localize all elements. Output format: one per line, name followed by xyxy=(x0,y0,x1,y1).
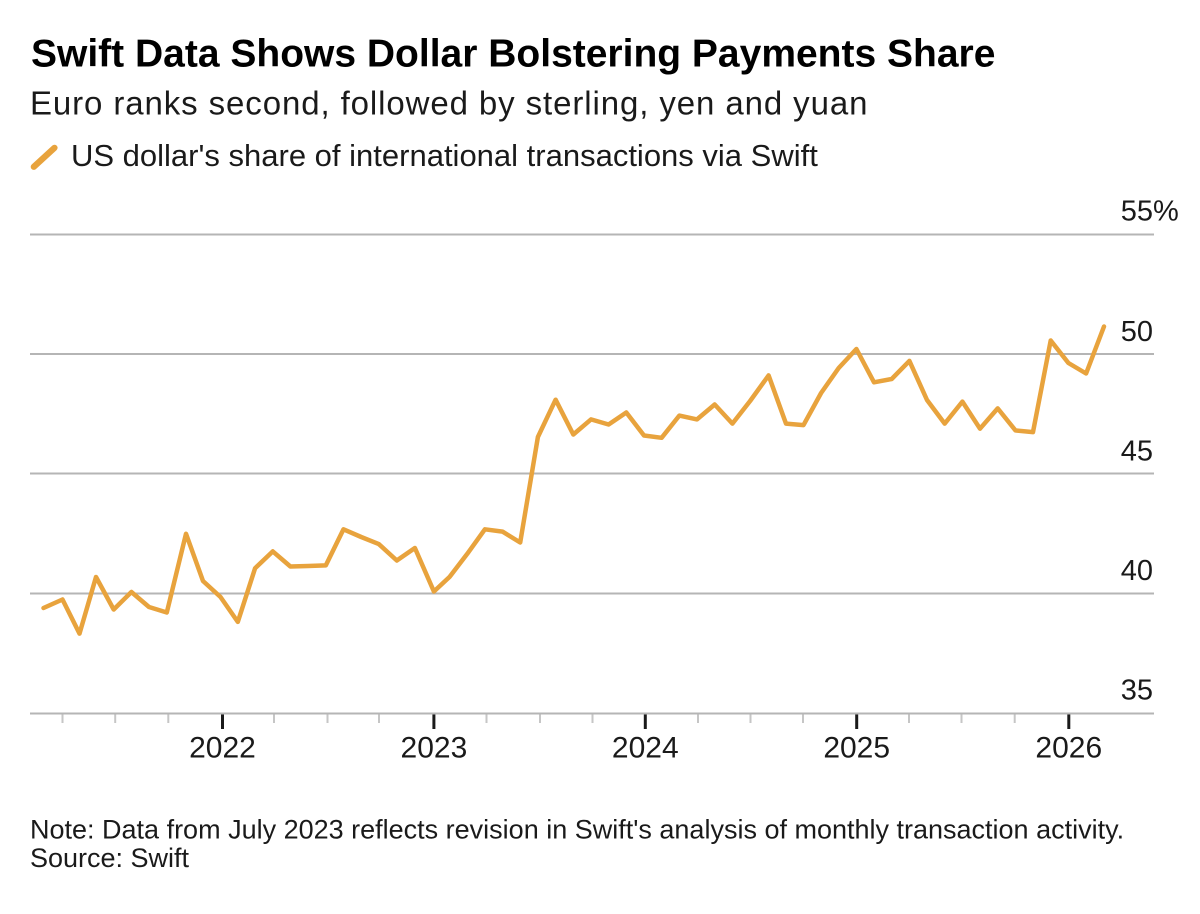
svg-text:Euro ranks second, followed by: Euro ranks second, followed by sterling,… xyxy=(30,85,868,122)
svg-text:2024: 2024 xyxy=(612,732,679,765)
svg-text:2026: 2026 xyxy=(1035,732,1102,765)
svg-text:Source: Swift: Source: Swift xyxy=(30,843,190,873)
svg-text:50: 50 xyxy=(1121,316,1153,348)
svg-text:45: 45 xyxy=(1121,436,1153,468)
svg-text:Swift Data Shows Dollar Bolste: Swift Data Shows Dollar Bolstering Payme… xyxy=(31,32,995,75)
svg-text:35: 35 xyxy=(1121,675,1153,707)
svg-text:2025: 2025 xyxy=(823,732,890,765)
svg-text:55%: 55% xyxy=(1121,196,1179,228)
svg-text:40: 40 xyxy=(1121,555,1153,587)
svg-text:Note: Data from July 2023 refl: Note: Data from July 2023 reflects revis… xyxy=(30,815,1124,845)
svg-text:US dollar's share of internati: US dollar's share of international trans… xyxy=(71,138,818,173)
svg-text:2022: 2022 xyxy=(189,732,256,765)
svg-text:2023: 2023 xyxy=(401,732,468,765)
